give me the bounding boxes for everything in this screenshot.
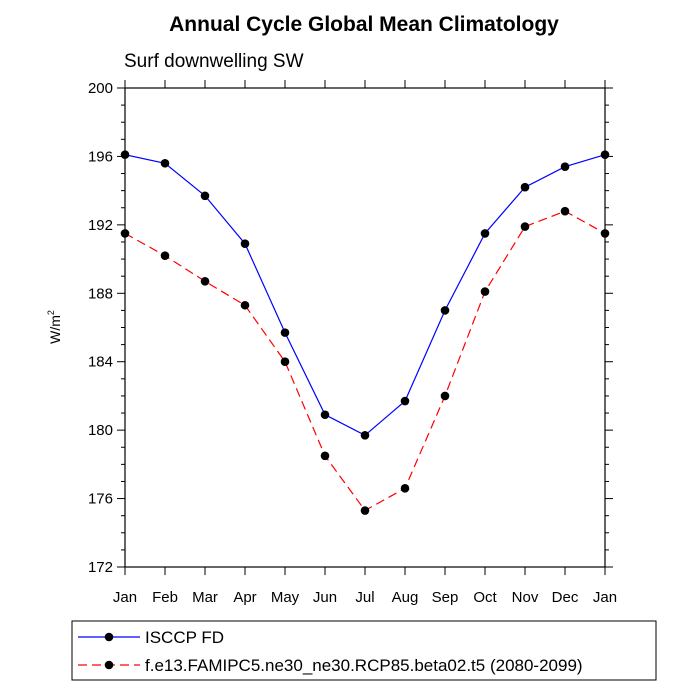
y-tick-label: 196 — [88, 148, 113, 165]
y-tick-label: 184 — [88, 354, 113, 371]
data-point — [360, 430, 370, 440]
data-point — [280, 328, 290, 337]
legend-item-2: f.e13.FAMIPC5.ne30_ne30.RCP85.beta02.t5 … — [78, 656, 583, 675]
y-axis-label-base: W/m — [47, 315, 63, 344]
data-point — [600, 229, 610, 238]
series-line — [124, 210, 606, 512]
x-tick-label: Jan — [113, 589, 137, 606]
data-point — [480, 287, 490, 296]
data-point — [440, 306, 450, 315]
x-tick-label: Jul — [355, 589, 374, 606]
data-point — [280, 357, 290, 367]
x-tick-label: Aug — [392, 589, 419, 606]
series-2 — [120, 206, 610, 515]
legend-label: ISCCP FD — [145, 628, 224, 647]
x-tick-label: Jan — [593, 589, 617, 606]
x-tick-label: Mar — [192, 589, 218, 606]
y-axis-label-superscript: 2 — [46, 310, 56, 315]
y-tick-label: 200 — [88, 80, 113, 97]
legend-label: f.e13.FAMIPC5.ne30_ne30.RCP85.beta02.t5 … — [145, 656, 583, 675]
y-tick-label: 172 — [88, 559, 113, 576]
chart-title: Annual Cycle Global Mean Climatology — [169, 13, 559, 36]
data-point — [520, 222, 530, 231]
plot-frame — [124, 87, 606, 568]
y-tick-label: 192 — [88, 217, 113, 234]
series-line — [124, 154, 606, 437]
legend: ISCCP FD f.e13.FAMIPC5.ne30_ne30.RCP85.be… — [71, 620, 657, 681]
x-tick-label: Oct — [473, 589, 497, 606]
data-point — [400, 396, 410, 406]
legend-swatch-marker — [104, 632, 114, 642]
x-tick-label: Feb — [152, 589, 178, 606]
data-point — [600, 150, 610, 160]
y-tick-label: 188 — [88, 285, 113, 302]
x-tick-label: Sep — [432, 589, 459, 606]
axis-ticks: 172 176 180 184 188 192 196 200 Jan Feb Mar Apr May J… — [88, 80, 617, 606]
data-point — [160, 251, 170, 260]
x-tick-label: Apr — [233, 589, 256, 606]
x-tick-label: May — [271, 589, 300, 606]
x-tick-label: Nov — [512, 589, 539, 606]
data-point — [120, 229, 130, 238]
data-point — [240, 239, 250, 248]
data-point — [520, 182, 530, 192]
data-point — [120, 150, 130, 160]
data-point — [440, 391, 450, 401]
chart-subtitle: Surf downwelling SW — [124, 51, 304, 72]
y-axis-label: W/m2 — [46, 310, 63, 344]
data-point — [400, 484, 410, 493]
data-point — [360, 506, 370, 515]
y-tick-label: 180 — [88, 422, 113, 439]
data-point — [200, 191, 210, 201]
legend-box — [71, 620, 657, 681]
data-point — [320, 410, 330, 420]
legend-item-1: ISCCP FD — [78, 628, 224, 647]
data-point — [560, 162, 570, 171]
data-point — [200, 277, 210, 286]
data-point — [560, 206, 570, 216]
svg-text:W/m2: W/m2 — [46, 310, 63, 344]
data-point — [480, 229, 490, 238]
y-tick-label: 176 — [88, 491, 113, 508]
data-point — [240, 300, 250, 310]
x-tick-label: Jun — [313, 589, 337, 606]
x-tick-label: Dec — [552, 589, 579, 606]
series-layer — [120, 150, 610, 515]
data-point — [160, 158, 170, 168]
series-1 — [120, 150, 610, 440]
data-point — [320, 451, 330, 461]
legend-swatch-marker — [104, 660, 114, 670]
